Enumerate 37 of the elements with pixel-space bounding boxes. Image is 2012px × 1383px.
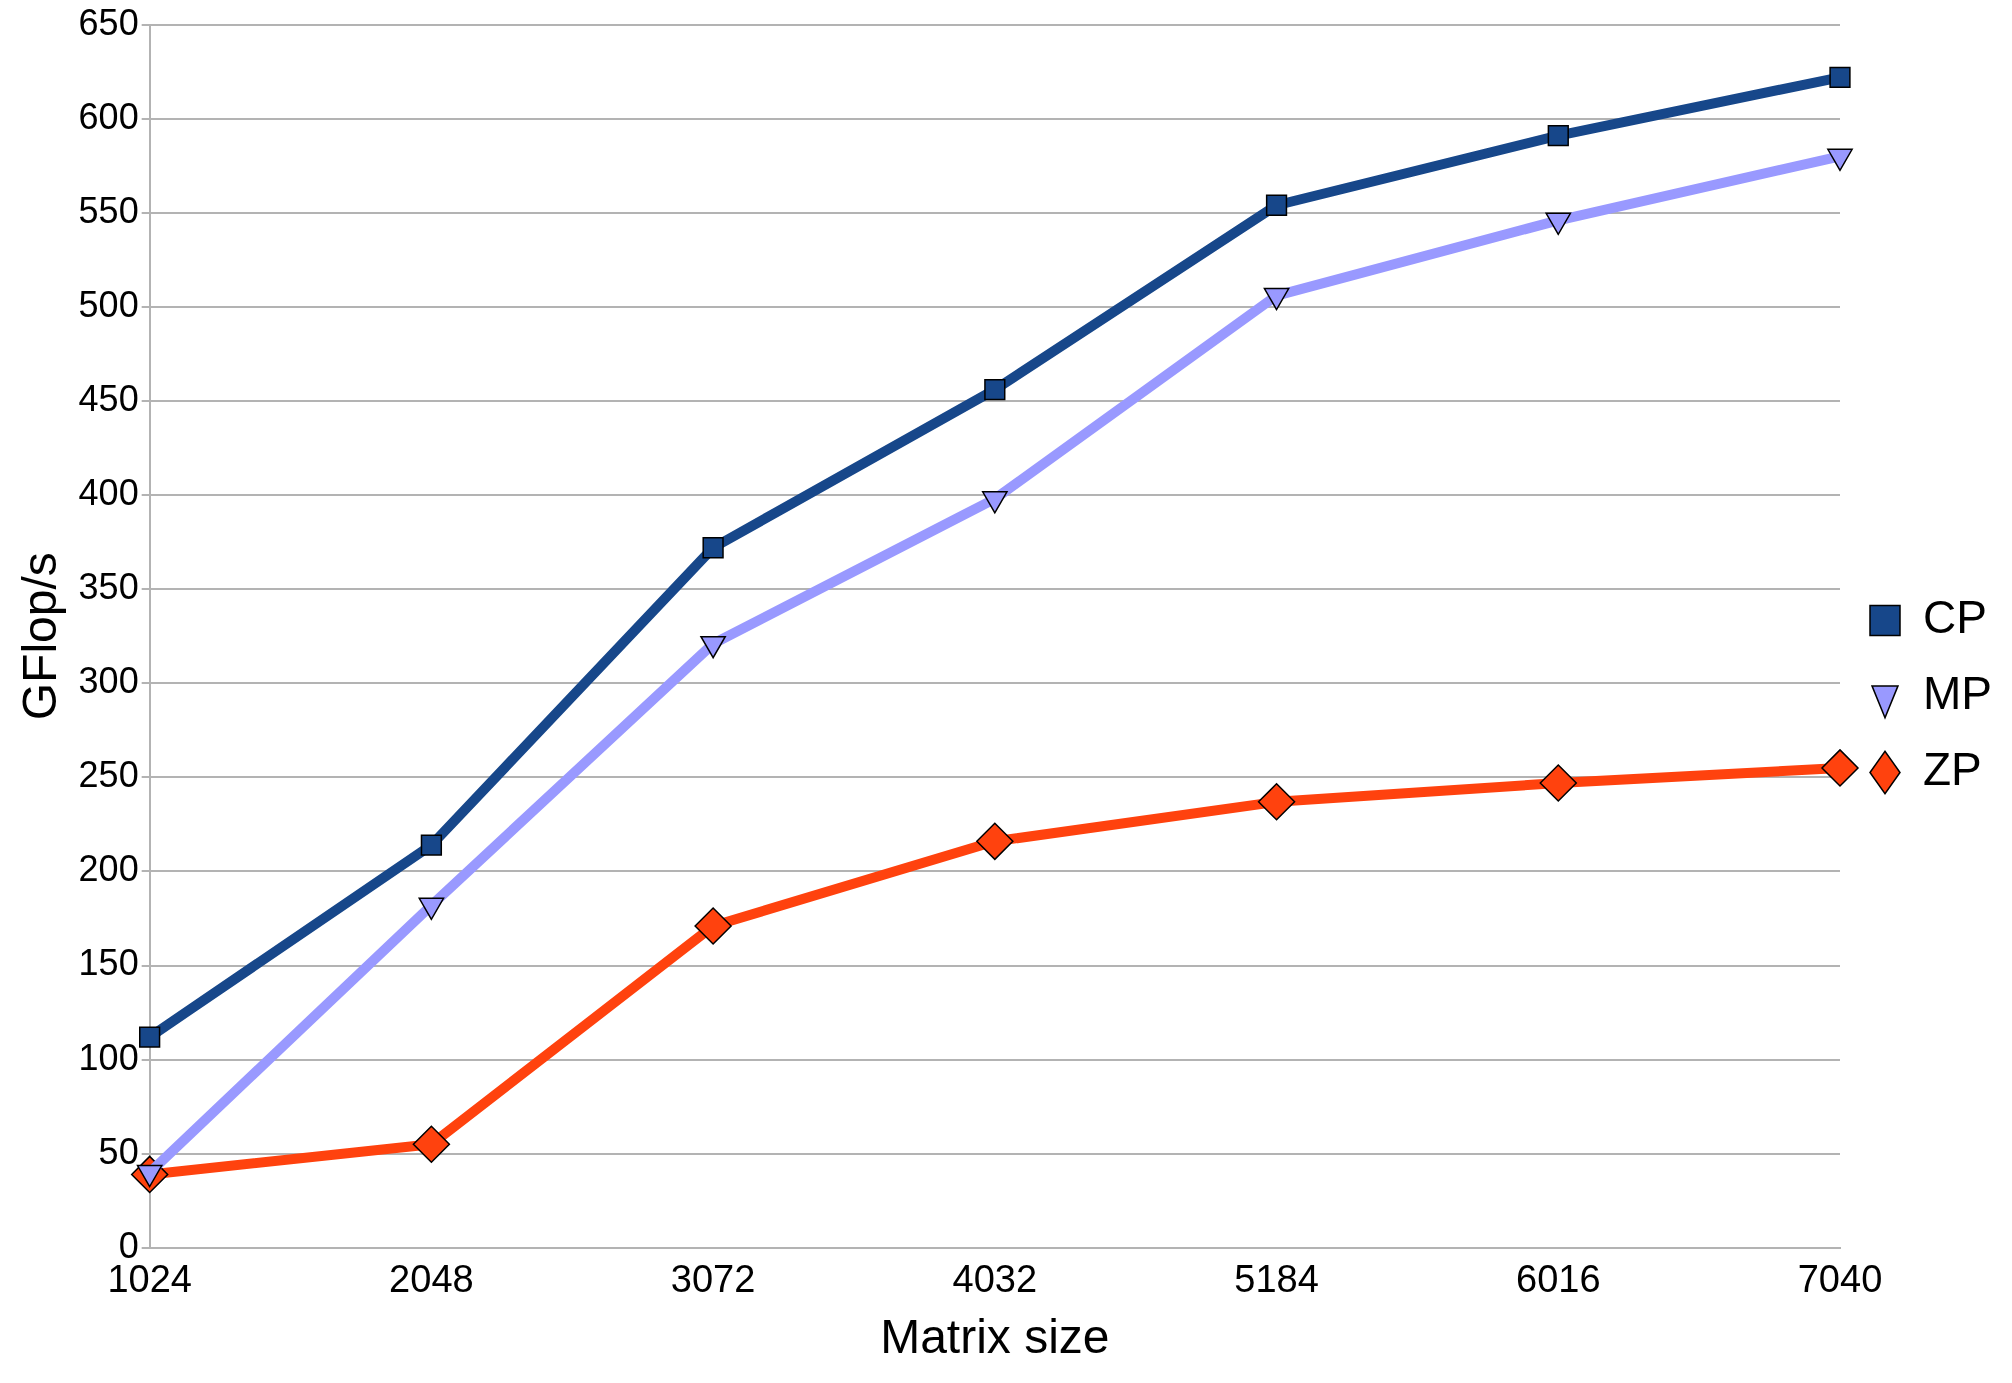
y-tick-label: 150	[78, 942, 139, 984]
point	[694, 907, 732, 945]
y-tick-label: 100	[78, 1036, 139, 1078]
legend-label: MP	[1923, 667, 1992, 720]
y-tick-label: 250	[78, 754, 139, 796]
point	[1257, 783, 1296, 821]
y-tick-label: 500	[78, 283, 139, 325]
legend-label: CP	[1923, 591, 1987, 644]
x-axis-title: Matrix size	[880, 1310, 1110, 1364]
y-tick-label: 300	[78, 660, 139, 702]
x-tick-label: 2048	[389, 1258, 474, 1301]
point	[1547, 124, 1569, 147]
point	[420, 834, 443, 856]
point	[1265, 194, 1288, 216]
x-tick-label: 5184	[1234, 1258, 1319, 1301]
point	[139, 1026, 161, 1048]
point	[1821, 749, 1859, 787]
y-tick-label: 400	[78, 471, 139, 513]
x-tick-label: 3072	[670, 1258, 756, 1301]
x-tick-label: 7040	[1797, 1258, 1883, 1301]
x-tick-label: 4032	[952, 1258, 1038, 1301]
point	[1829, 66, 1851, 88]
x-tick-label: 6016	[1516, 1258, 1601, 1301]
y-tick-label: 650	[78, 1, 139, 43]
legend-label: ZP	[1923, 743, 1982, 796]
point	[984, 379, 1006, 401]
point	[412, 1125, 451, 1164]
point	[702, 537, 724, 559]
y-tick-label: 50	[98, 1130, 139, 1172]
y-tick-label: 450	[78, 377, 139, 419]
point	[1539, 764, 1578, 802]
y-tick-label: 600	[78, 95, 139, 137]
y-tick-label: 200	[78, 848, 139, 890]
point	[976, 822, 1014, 861]
y-axis-title: GFlop/s	[13, 552, 67, 721]
y-tick-label: 550	[78, 189, 139, 231]
y-tick-label: 350	[78, 566, 139, 608]
